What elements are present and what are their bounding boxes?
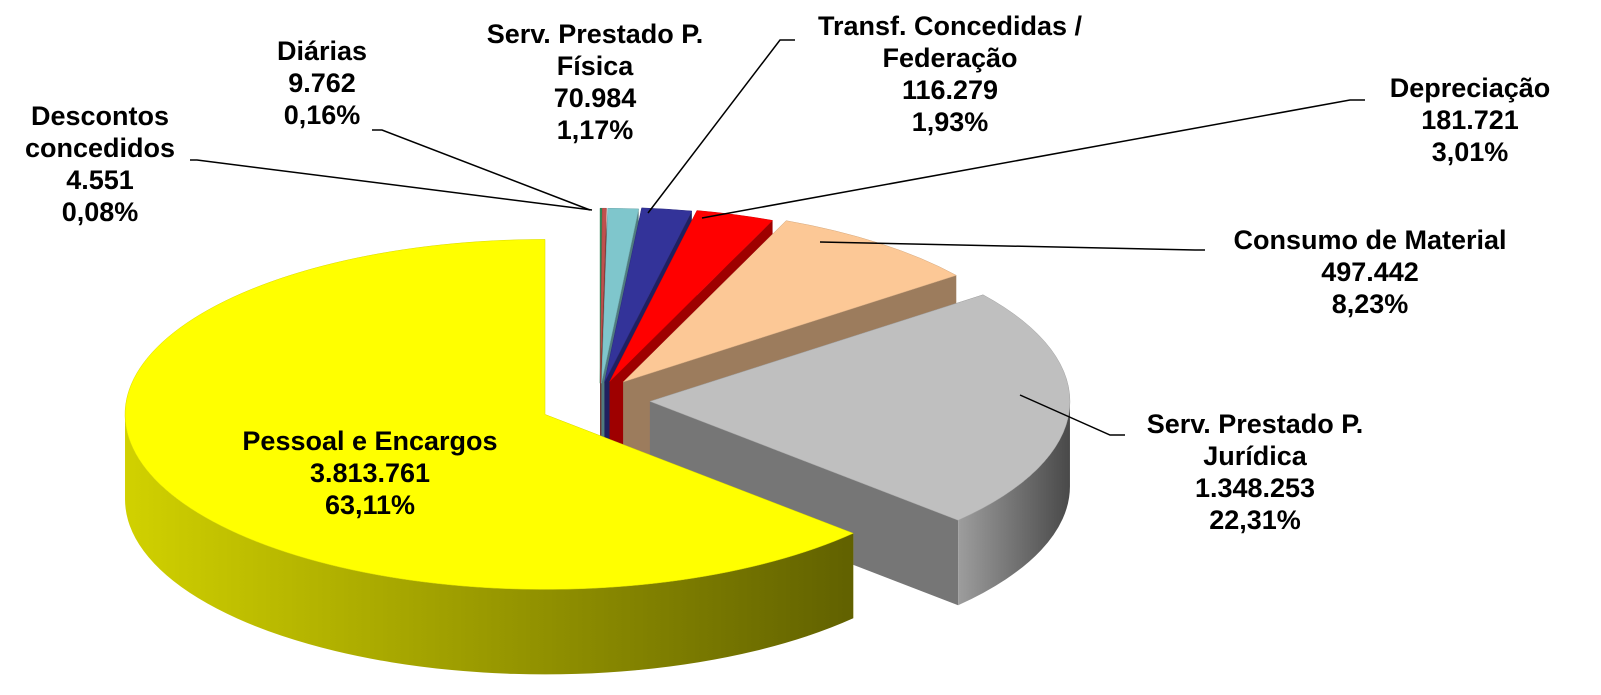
leader-line bbox=[647, 39, 795, 214]
category-label: Consumo de Material bbox=[1233, 225, 1507, 255]
leader-line bbox=[819, 241, 1205, 251]
value-label: 9.762 bbox=[288, 68, 356, 98]
percentage-label: 0,16% bbox=[283, 100, 361, 130]
percentage-label: 1,17% bbox=[556, 115, 634, 145]
pie-slice bbox=[601, 207, 639, 384]
data-label: Consumo de Material 497.442 8,23% bbox=[1200, 224, 1540, 320]
pie-slice bbox=[649, 294, 1071, 521]
category-label: Serv. Prestado P. Física bbox=[486, 19, 704, 81]
percentage-label: 22,31% bbox=[1209, 505, 1301, 535]
pie-slice bbox=[609, 210, 774, 382]
percentage-label: 0,08% bbox=[61, 197, 139, 227]
pie-slice bbox=[604, 207, 693, 383]
category-label: Pessoal e Encargos bbox=[242, 426, 498, 456]
category-label: Serv. Prestado P. Jurídica bbox=[1146, 409, 1364, 471]
category-label: Descontos concedidos bbox=[24, 101, 176, 163]
leader-line bbox=[372, 129, 591, 211]
slice-wall bbox=[649, 401, 959, 606]
pie-slice bbox=[124, 239, 854, 590]
percentage-label: 3,01% bbox=[1431, 137, 1509, 167]
percentage-label: 63,11% bbox=[324, 490, 416, 520]
data-label: Diárias 9.762 0,16% bbox=[247, 35, 397, 131]
slice-side bbox=[125, 414, 854, 675]
category-label: Transf. Concedidas / Federação bbox=[817, 11, 1083, 73]
value-label: 4.551 bbox=[66, 165, 134, 195]
leader-line bbox=[701, 99, 1365, 219]
pie-slice bbox=[600, 207, 607, 384]
category-label: Diárias bbox=[276, 36, 368, 66]
leader-line bbox=[1019, 394, 1125, 436]
percentage-label: 1,93% bbox=[911, 107, 989, 137]
value-label: 497.442 bbox=[1321, 257, 1419, 287]
leader-line bbox=[190, 159, 593, 211]
data-label: Depreciação 181.721 3,01% bbox=[1360, 72, 1580, 168]
slice-side bbox=[958, 401, 1070, 606]
category-label: Depreciação bbox=[1389, 73, 1551, 103]
value-label: 116.279 bbox=[901, 75, 999, 105]
value-label: 70.984 bbox=[553, 83, 637, 113]
data-label: Transf. Concedidas / Federação 116.279 1,9… bbox=[780, 10, 1120, 138]
data-label: Serv. Prestado P. Física 70.984 1,17% bbox=[450, 18, 740, 146]
data-label: Serv. Prestado P. Jurídica 1.348.253 22,31… bbox=[1110, 408, 1400, 536]
value-label: 181.721 bbox=[1421, 105, 1519, 135]
percentage-label: 8,23% bbox=[1331, 289, 1409, 319]
value-label: 3.813.761 bbox=[309, 458, 431, 488]
data-label: Descontos concedidos 4.551 0,08% bbox=[0, 100, 200, 228]
value-label: 1.348.253 bbox=[1194, 473, 1316, 503]
data-label: Pessoal e Encargos 3.813.761 63,11% bbox=[210, 425, 530, 521]
